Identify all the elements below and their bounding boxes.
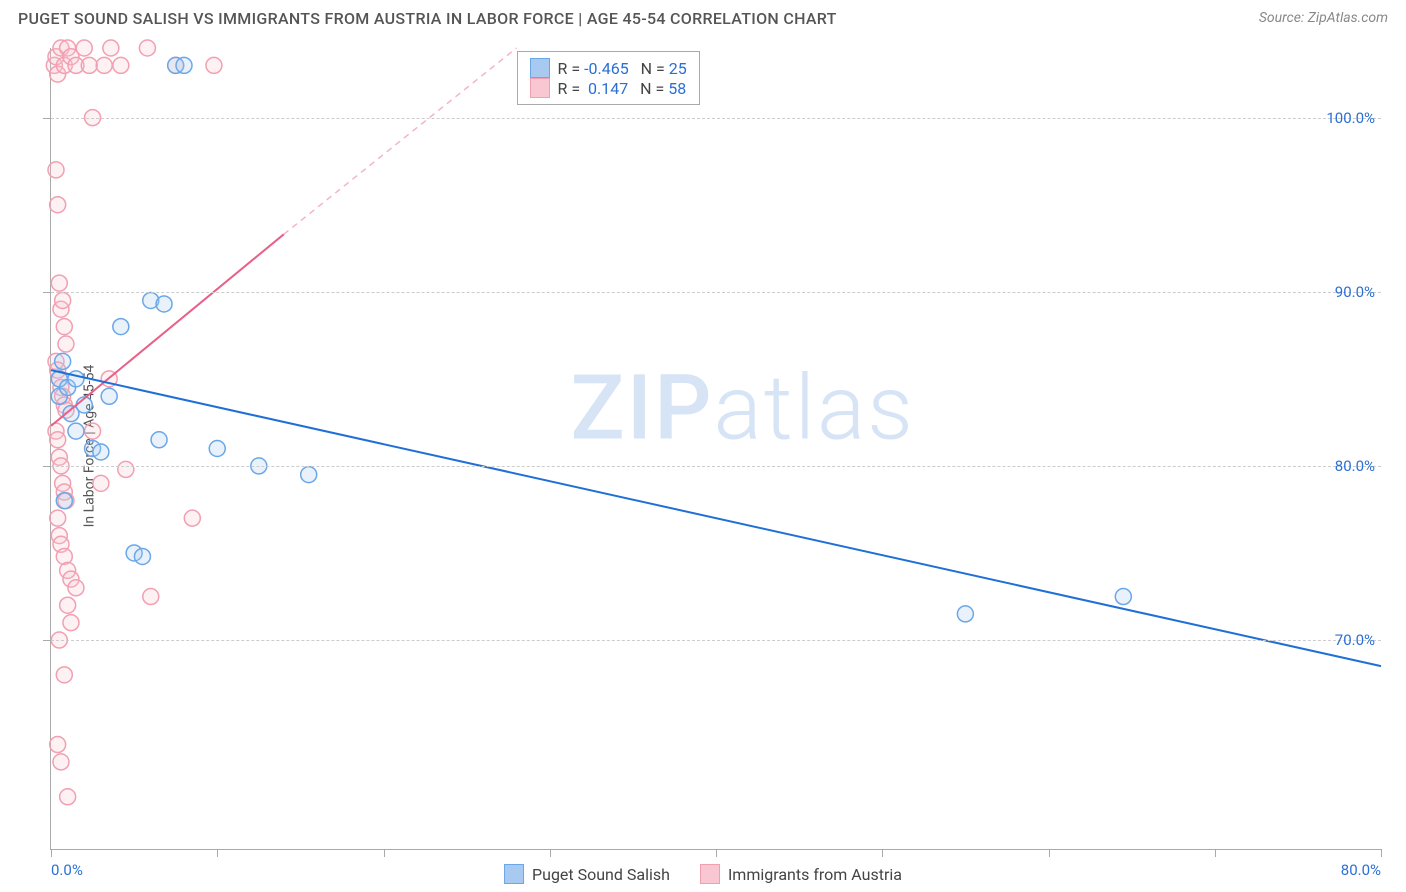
scatter-point bbox=[101, 388, 117, 404]
scatter-point bbox=[1115, 589, 1131, 605]
x-tick-label: 0.0% bbox=[51, 861, 83, 879]
scatter-point bbox=[56, 493, 72, 509]
x-tick-mark bbox=[882, 849, 883, 857]
trendline bbox=[51, 234, 284, 426]
y-tick-mark bbox=[43, 292, 51, 293]
y-tick-label: 100.0% bbox=[1326, 109, 1375, 127]
scatter-point bbox=[56, 319, 72, 335]
scatter-point bbox=[176, 57, 192, 73]
legend-stats-row: R = 0.147 N = 58 bbox=[530, 78, 687, 98]
scatter-point bbox=[184, 510, 200, 526]
y-tick-label: 90.0% bbox=[1335, 283, 1375, 301]
scatter-point bbox=[151, 432, 167, 448]
x-tick-mark bbox=[716, 849, 717, 857]
trendline bbox=[51, 370, 1381, 666]
scatter-point bbox=[68, 371, 84, 387]
legend-swatch-icon bbox=[504, 864, 524, 884]
legend-swatch-icon bbox=[530, 58, 550, 78]
legend-stats-box: R = -0.465 N = 25R = 0.147 N = 58 bbox=[517, 51, 700, 105]
scatter-point bbox=[113, 57, 129, 73]
legend-label: Immigrants from Austria bbox=[728, 865, 902, 884]
scatter-point bbox=[50, 510, 66, 526]
trendline-dashed bbox=[284, 48, 517, 234]
x-tick-mark bbox=[217, 849, 218, 857]
scatter-point bbox=[68, 580, 84, 596]
scatter-point bbox=[93, 475, 109, 491]
scatter-point bbox=[118, 461, 134, 477]
y-tick-mark bbox=[43, 118, 51, 119]
scatter-point bbox=[58, 336, 74, 352]
scatter-point bbox=[76, 40, 92, 56]
y-tick-label: 70.0% bbox=[1335, 631, 1375, 649]
legend-stats-text: R = 0.147 N = 58 bbox=[558, 79, 687, 98]
scatter-point bbox=[56, 667, 72, 683]
x-tick-mark bbox=[384, 849, 385, 857]
y-tick-mark bbox=[43, 640, 51, 641]
scatter-point bbox=[51, 275, 67, 291]
scatter-point bbox=[209, 441, 225, 457]
scatter-point bbox=[156, 296, 172, 312]
x-tick-mark bbox=[1049, 849, 1050, 857]
gridline bbox=[51, 292, 1381, 293]
legend-stats-text: R = -0.465 N = 25 bbox=[558, 59, 687, 78]
scatter-point bbox=[53, 754, 69, 770]
gridline bbox=[51, 118, 1381, 119]
source-attribution: Source: ZipAtlas.com bbox=[1259, 10, 1388, 26]
scatter-point bbox=[63, 615, 79, 631]
scatter-point bbox=[55, 292, 71, 308]
x-tick-label: 80.0% bbox=[1341, 861, 1381, 879]
scatter-point bbox=[957, 606, 973, 622]
legend-bottom: Puget Sound Salish Immigrants from Austr… bbox=[504, 864, 902, 884]
scatter-point bbox=[55, 353, 71, 369]
scatter-point bbox=[50, 432, 66, 448]
x-tick-mark bbox=[51, 849, 52, 857]
scatter-point bbox=[301, 467, 317, 483]
chart-title: PUGET SOUND SALISH VS IMMIGRANTS FROM AU… bbox=[18, 9, 837, 28]
scatter-point bbox=[85, 423, 101, 439]
scatter-point bbox=[206, 57, 222, 73]
scatter-point bbox=[96, 57, 112, 73]
scatter-point bbox=[48, 162, 64, 178]
legend-label: Puget Sound Salish bbox=[532, 865, 670, 884]
chart-svg bbox=[51, 48, 1381, 849]
scatter-point bbox=[103, 40, 119, 56]
gridline bbox=[51, 640, 1381, 641]
scatter-point bbox=[81, 57, 97, 73]
gridline bbox=[51, 466, 1381, 467]
scatter-point bbox=[113, 319, 129, 335]
scatter-point bbox=[93, 444, 109, 460]
plot-area: 70.0%80.0%90.0%100.0%0.0%80.0%ZIPatlasR … bbox=[50, 48, 1381, 850]
scatter-point bbox=[60, 597, 76, 613]
scatter-point bbox=[50, 197, 66, 213]
scatter-point bbox=[134, 548, 150, 564]
scatter-point bbox=[60, 789, 76, 805]
y-tick-label: 80.0% bbox=[1335, 457, 1375, 475]
legend-swatch-icon bbox=[530, 78, 550, 98]
scatter-point bbox=[68, 423, 84, 439]
x-tick-mark bbox=[1215, 849, 1216, 857]
scatter-point bbox=[50, 737, 66, 753]
legend-stats-row: R = -0.465 N = 25 bbox=[530, 58, 687, 78]
legend-swatch-icon bbox=[700, 864, 720, 884]
scatter-point bbox=[143, 589, 159, 605]
legend-item-series-a: Puget Sound Salish bbox=[504, 864, 670, 884]
legend-item-series-b: Immigrants from Austria bbox=[700, 864, 902, 884]
y-tick-mark bbox=[43, 466, 51, 467]
x-tick-mark bbox=[1381, 849, 1382, 857]
x-tick-mark bbox=[550, 849, 551, 857]
scatter-point bbox=[139, 40, 155, 56]
header-bar: PUGET SOUND SALISH VS IMMIGRANTS FROM AU… bbox=[0, 0, 1406, 36]
